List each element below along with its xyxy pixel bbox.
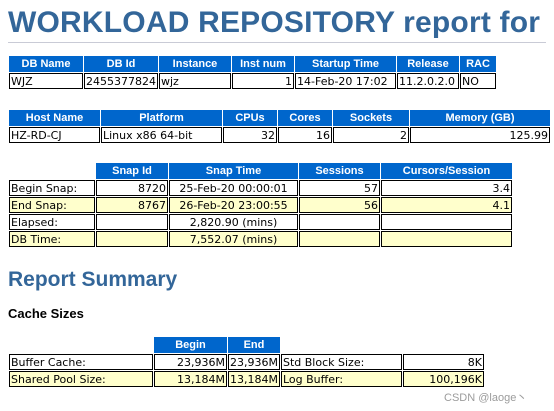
column-header: Platform [101,110,222,126]
database-info-table: DB Name DB Id Instance Inst num Startup … [8,55,497,90]
table-cell [96,214,168,230]
snapshot-table: Snap Id Snap Time Sessions Cursors/Sessi… [8,162,513,248]
table-cell: Linux x86 64-bit [101,127,222,143]
table-cell: 16 [278,127,332,143]
column-header-blank [402,337,484,353]
table-cell: 14-Feb-20 17:02 [295,73,396,89]
table-header-row: DB Name DB Id Instance Inst num Startup … [9,56,496,72]
column-header: DB Name [9,56,83,72]
cache-sizes-heading: Cache Sizes [8,306,84,321]
table-row: Elapsed: 2,820.90 (mins) [9,214,512,230]
column-header: Begin [154,337,227,353]
table-row: Begin Snap: 8720 25-Feb-20 00:00:01 57 3… [9,180,512,196]
host-info-table: Host Name Platform CPUs Cores Sockets Me… [8,109,551,144]
table-cell [299,231,380,247]
title-divider [8,42,546,43]
table-cell: 13,184M [228,371,280,387]
column-header: Snap Time [169,163,298,179]
column-header-blank [9,337,153,353]
table-cell: 8767 [96,197,168,213]
column-header: Cores [278,110,332,126]
column-header: DB Id [84,56,158,72]
row-label: Begin Snap: [9,180,95,196]
table-cell: WJZ [9,73,83,89]
row-label: Log Buffer: [280,371,402,387]
column-header-blank [9,163,95,179]
row-label: Elapsed: [9,214,95,230]
table-cell: 2 [333,127,409,143]
row-label: Std Block Size: [280,354,402,370]
report-summary-heading: Report Summary [8,268,178,291]
column-header: CPUs [223,110,277,126]
table-row: HZ-RD-CJ Linux x86 64-bit 32 16 2 125.99 [9,127,550,143]
column-header: Startup Time [295,56,396,72]
table-row: DB Time: 7,552.07 (mins) [9,231,512,247]
table-cell: 8K [402,354,484,370]
table-cell: 23,936M [228,354,280,370]
table-header-row: Host Name Platform CPUs Cores Sockets Me… [9,110,550,126]
column-header: Release [397,56,459,72]
table-cell: 2455377824 [84,73,158,89]
cache-sizes-table: Begin End Buffer Cache: 23,936M 23,936M … [8,336,485,388]
table-cell: 100,196K [402,371,484,387]
table-cell [96,231,168,247]
table-cell: 56 [299,197,380,213]
table-header-row: Snap Id Snap Time Sessions Cursors/Sessi… [9,163,512,179]
column-header: Cursors/Session [381,163,512,179]
table-cell [381,231,512,247]
table-cell: 4.1 [381,197,512,213]
table-row: Buffer Cache: 23,936M 23,936M Std Block … [9,354,484,370]
column-header: End [228,337,280,353]
column-header: Instance [159,56,231,72]
table-cell [381,214,512,230]
table-cell: wjz [159,73,231,89]
table-cell: 13,184M [154,371,227,387]
column-header: Memory (GB) [410,110,550,126]
table-cell: 23,936M [154,354,227,370]
row-label: Shared Pool Size: [9,371,153,387]
table-cell: 125.99 [410,127,550,143]
table-cell: 3.4 [381,180,512,196]
table-cell: 32 [223,127,277,143]
table-row: Shared Pool Size: 13,184M 13,184M Log Bu… [9,371,484,387]
row-label: DB Time: [9,231,95,247]
column-header: Sessions [299,163,380,179]
table-cell: 1 [232,73,294,89]
table-row: End Snap: 8767 26-Feb-20 23:00:55 56 4.1 [9,197,512,213]
table-cell [299,214,380,230]
table-cell: 7,552.07 (mins) [169,231,298,247]
table-cell: 57 [299,180,380,196]
table-cell: 2,820.90 (mins) [169,214,298,230]
row-label: Buffer Cache: [9,354,153,370]
column-header: Snap Id [96,163,168,179]
column-header: Sockets [333,110,409,126]
table-header-row: Begin End [9,337,484,353]
table-cell: HZ-RD-CJ [9,127,100,143]
table-cell: 8720 [96,180,168,196]
table-cell: 26-Feb-20 23:00:55 [169,197,298,213]
table-cell: 11.2.0.2.0 [397,73,459,89]
table-row: WJZ 2455377824 wjz 1 14-Feb-20 17:02 11.… [9,73,496,89]
row-label: End Snap: [9,197,95,213]
column-header: RAC [460,56,496,72]
column-header: Inst num [232,56,294,72]
table-cell: NO [460,73,496,89]
column-header: Host Name [9,110,100,126]
watermark: CSDN @laoge丶 [444,392,528,404]
report-title: WORKLOAD REPOSITORY report for [8,6,541,39]
table-cell: 25-Feb-20 00:00:01 [169,180,298,196]
column-header-blank [280,337,402,353]
